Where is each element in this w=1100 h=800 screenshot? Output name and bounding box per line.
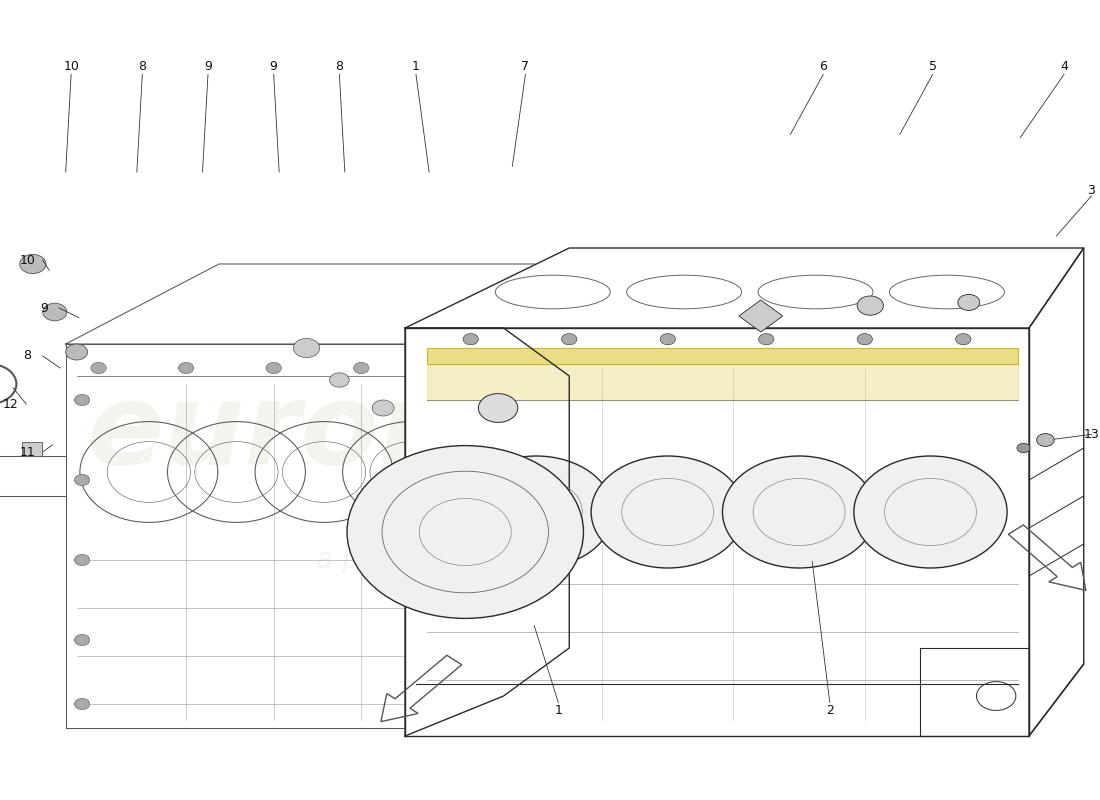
Circle shape <box>43 303 67 321</box>
Circle shape <box>857 334 872 345</box>
Polygon shape <box>1028 248 1084 736</box>
Text: 1: 1 <box>412 60 420 73</box>
Circle shape <box>406 429 426 443</box>
Circle shape <box>20 254 46 274</box>
Circle shape <box>469 554 484 566</box>
Text: 4: 4 <box>1060 60 1068 73</box>
Circle shape <box>91 362 107 374</box>
Text: 13: 13 <box>1084 428 1099 441</box>
Text: 6: 6 <box>820 60 827 73</box>
Text: 12: 12 <box>3 398 19 410</box>
Text: 8: 8 <box>139 60 146 73</box>
Polygon shape <box>405 328 1028 736</box>
Polygon shape <box>427 364 1019 400</box>
Text: 9: 9 <box>40 302 47 314</box>
Bar <box>22 442 42 456</box>
Circle shape <box>463 334 478 345</box>
Circle shape <box>478 394 518 422</box>
Circle shape <box>178 362 194 374</box>
Text: 10: 10 <box>63 60 79 73</box>
Circle shape <box>66 344 88 360</box>
Circle shape <box>469 634 484 646</box>
Circle shape <box>857 296 883 315</box>
Circle shape <box>956 334 971 345</box>
Text: 5: 5 <box>928 60 937 73</box>
Circle shape <box>591 456 745 568</box>
Circle shape <box>75 634 90 646</box>
Circle shape <box>75 474 90 486</box>
Circle shape <box>660 334 675 345</box>
Circle shape <box>460 456 613 568</box>
Text: 2: 2 <box>826 704 834 717</box>
Circle shape <box>372 400 394 416</box>
Text: 8: 8 <box>336 60 343 73</box>
Text: 9: 9 <box>205 60 212 73</box>
Circle shape <box>723 456 876 568</box>
Circle shape <box>441 362 456 374</box>
Text: 10: 10 <box>20 254 35 266</box>
Circle shape <box>75 698 90 710</box>
Circle shape <box>75 394 90 406</box>
Circle shape <box>330 373 349 387</box>
Circle shape <box>346 446 583 618</box>
Text: 85: 85 <box>820 466 998 590</box>
Text: 8: 8 <box>23 350 32 362</box>
Circle shape <box>75 554 90 566</box>
Polygon shape <box>739 300 783 332</box>
Text: 7: 7 <box>521 60 529 73</box>
Circle shape <box>854 456 1008 568</box>
Circle shape <box>562 334 576 345</box>
Circle shape <box>958 294 980 310</box>
Text: 3: 3 <box>1088 184 1096 197</box>
Circle shape <box>1036 434 1054 446</box>
Circle shape <box>1018 443 1030 453</box>
Circle shape <box>469 474 484 486</box>
Text: a passion for: a passion for <box>316 546 495 574</box>
Text: 1: 1 <box>554 704 562 717</box>
Polygon shape <box>427 348 1019 364</box>
Circle shape <box>353 362 369 374</box>
Text: europ: europ <box>87 377 461 487</box>
Text: 9: 9 <box>270 60 277 73</box>
Polygon shape <box>405 248 1084 328</box>
Circle shape <box>469 394 484 406</box>
Circle shape <box>759 334 774 345</box>
Text: 11: 11 <box>20 446 35 458</box>
Circle shape <box>266 362 282 374</box>
Circle shape <box>294 338 320 358</box>
Circle shape <box>469 698 484 710</box>
